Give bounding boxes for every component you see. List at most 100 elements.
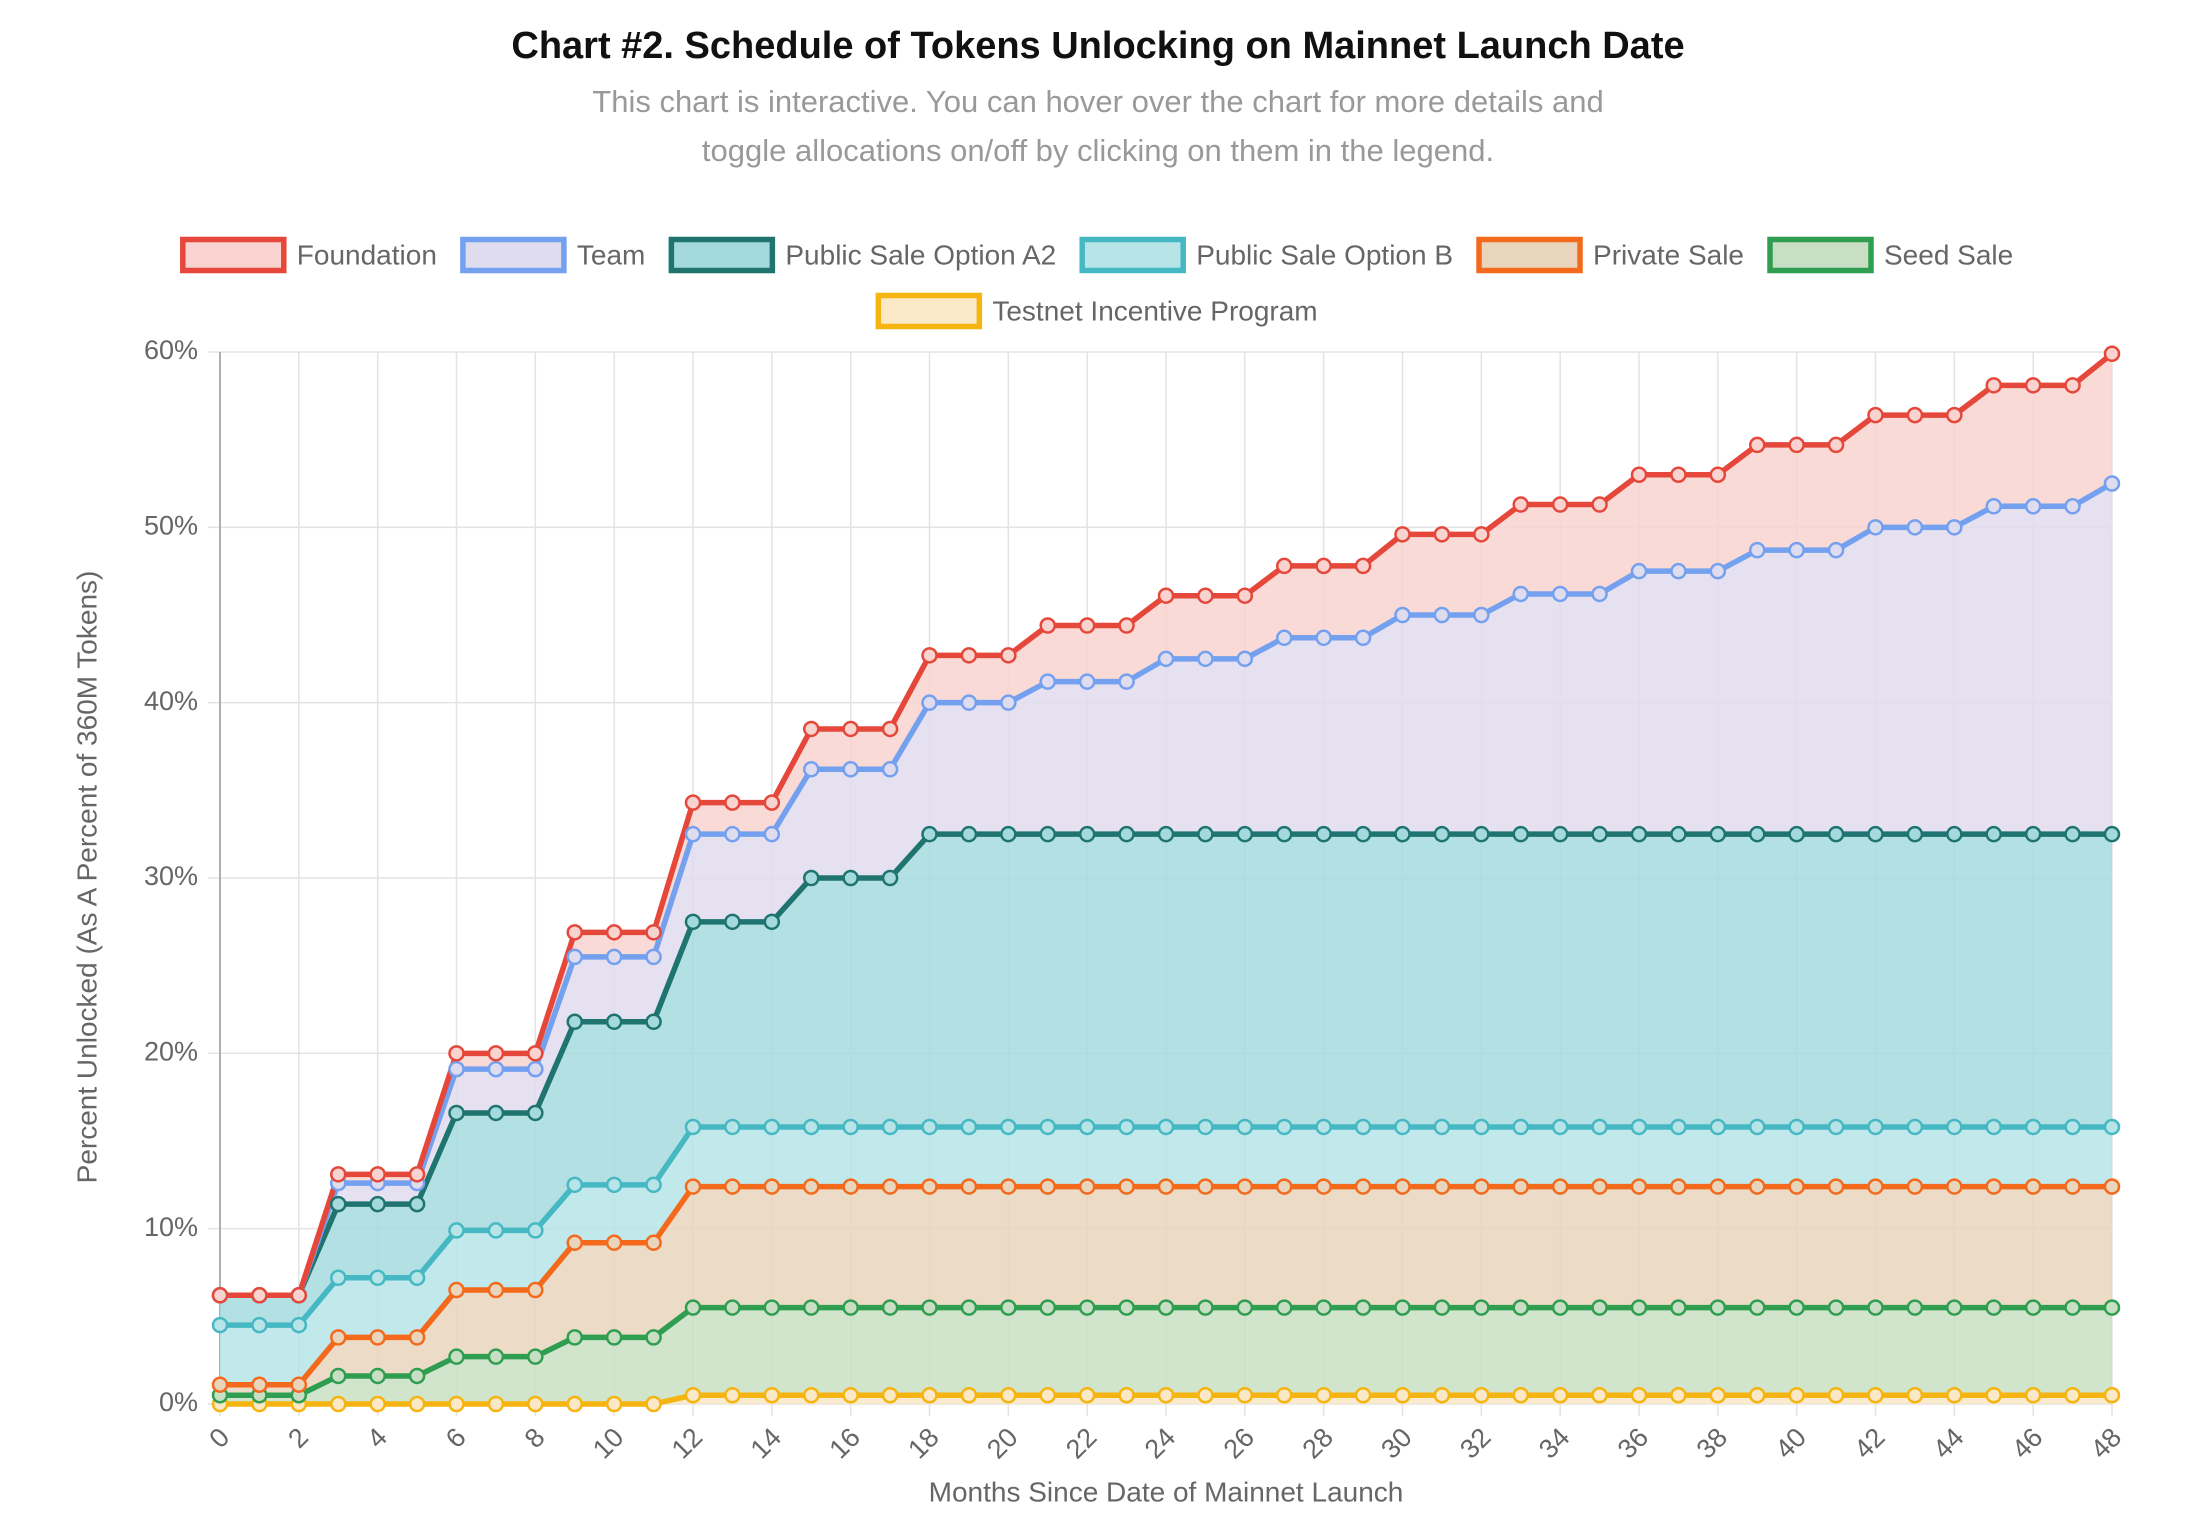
point[interactable] (842, 761, 859, 778)
point[interactable] (1551, 825, 1569, 843)
point[interactable] (1906, 519, 1924, 536)
point[interactable] (842, 720, 859, 738)
legend-item[interactable]: Public Sale Option A2 (668, 236, 1056, 274)
point[interactable] (921, 694, 938, 711)
point[interactable] (1157, 650, 1175, 668)
point[interactable] (1394, 606, 1411, 624)
point[interactable] (960, 1299, 978, 1316)
point[interactable] (487, 1104, 505, 1122)
point[interactable] (527, 1348, 544, 1365)
point[interactable] (1118, 617, 1135, 634)
point[interactable] (369, 1269, 386, 1287)
point[interactable] (1591, 1118, 1608, 1136)
point[interactable] (251, 1287, 268, 1304)
point[interactable] (1630, 1386, 1648, 1404)
point[interactable] (1827, 436, 1845, 454)
point[interactable] (1946, 1299, 1963, 1316)
point[interactable] (960, 1118, 978, 1136)
point[interactable] (724, 794, 741, 811)
point[interactable] (645, 1176, 662, 1194)
point[interactable] (1827, 1386, 1845, 1404)
point[interactable] (2064, 377, 2081, 394)
point[interactable] (211, 1376, 229, 1393)
point[interactable] (566, 1013, 583, 1031)
point[interactable] (1394, 825, 1411, 843)
point[interactable] (330, 1269, 347, 1287)
point[interactable] (1276, 1118, 1293, 1136)
point[interactable] (1236, 1299, 1254, 1316)
point[interactable] (330, 1395, 347, 1413)
point[interactable] (527, 1104, 544, 1122)
point[interactable] (881, 1178, 899, 1195)
point[interactable] (842, 1386, 859, 1404)
point[interactable] (1473, 825, 1490, 843)
point[interactable] (527, 1395, 544, 1413)
point[interactable] (960, 1178, 978, 1195)
point[interactable] (1591, 1178, 1608, 1195)
point[interactable] (1394, 1386, 1411, 1404)
point[interactable] (1551, 1118, 1569, 1136)
point[interactable] (605, 924, 623, 941)
point[interactable] (842, 1178, 859, 1195)
point[interactable] (1039, 825, 1056, 843)
point[interactable] (1827, 541, 1845, 559)
point[interactable] (842, 1299, 859, 1316)
point[interactable] (1157, 825, 1175, 843)
point[interactable] (487, 1348, 505, 1365)
point[interactable] (1827, 1118, 1845, 1136)
point[interactable] (1078, 617, 1096, 634)
point[interactable] (1354, 1386, 1372, 1404)
point[interactable] (1591, 1386, 1608, 1404)
point[interactable] (2064, 1118, 2081, 1136)
point[interactable] (2024, 1118, 2042, 1136)
point[interactable] (1473, 526, 1490, 543)
point[interactable] (1827, 1299, 1845, 1316)
point[interactable] (724, 1299, 741, 1316)
point[interactable] (2103, 345, 2121, 363)
point[interactable] (763, 794, 781, 811)
point[interactable] (2024, 1386, 2042, 1404)
point[interactable] (487, 1395, 505, 1413)
point[interactable] (605, 1329, 623, 1346)
point[interactable] (1906, 1386, 1924, 1404)
point[interactable] (487, 1281, 505, 1299)
point[interactable] (1788, 825, 1805, 843)
point[interactable] (1749, 1178, 1766, 1195)
point[interactable] (2064, 1386, 2081, 1404)
point[interactable] (448, 1395, 465, 1413)
point[interactable] (2064, 1178, 2081, 1195)
point[interactable] (881, 869, 899, 887)
point[interactable] (1985, 498, 2002, 515)
point[interactable] (1394, 1178, 1411, 1195)
point[interactable] (2103, 1178, 2121, 1195)
point[interactable] (1354, 1178, 1372, 1195)
point[interactable] (605, 1234, 623, 1251)
point[interactable] (448, 1222, 465, 1239)
point[interactable] (1000, 825, 1017, 843)
point[interactable] (408, 1367, 426, 1385)
point[interactable] (527, 1222, 544, 1239)
point[interactable] (1315, 1299, 1332, 1316)
point[interactable] (1630, 466, 1648, 483)
point[interactable] (369, 1367, 386, 1385)
point[interactable] (803, 1386, 820, 1404)
point[interactable] (487, 1045, 505, 1062)
point[interactable] (684, 794, 702, 811)
point[interactable] (1236, 650, 1254, 668)
point[interactable] (1039, 1178, 1056, 1195)
point[interactable] (1433, 1118, 1451, 1136)
point[interactable] (330, 1195, 347, 1213)
point[interactable] (1000, 1386, 1017, 1404)
point[interactable] (803, 1118, 820, 1136)
point[interactable] (605, 1176, 623, 1194)
point[interactable] (1512, 825, 1529, 843)
point[interactable] (1867, 825, 1884, 843)
point[interactable] (1000, 1299, 1017, 1316)
point[interactable] (1670, 562, 1687, 580)
point[interactable] (1709, 1118, 1727, 1136)
point[interactable] (2024, 1299, 2042, 1316)
point[interactable] (566, 1329, 583, 1346)
point[interactable] (1197, 587, 1214, 604)
point[interactable] (1118, 1386, 1135, 1404)
point[interactable] (1788, 1118, 1805, 1136)
